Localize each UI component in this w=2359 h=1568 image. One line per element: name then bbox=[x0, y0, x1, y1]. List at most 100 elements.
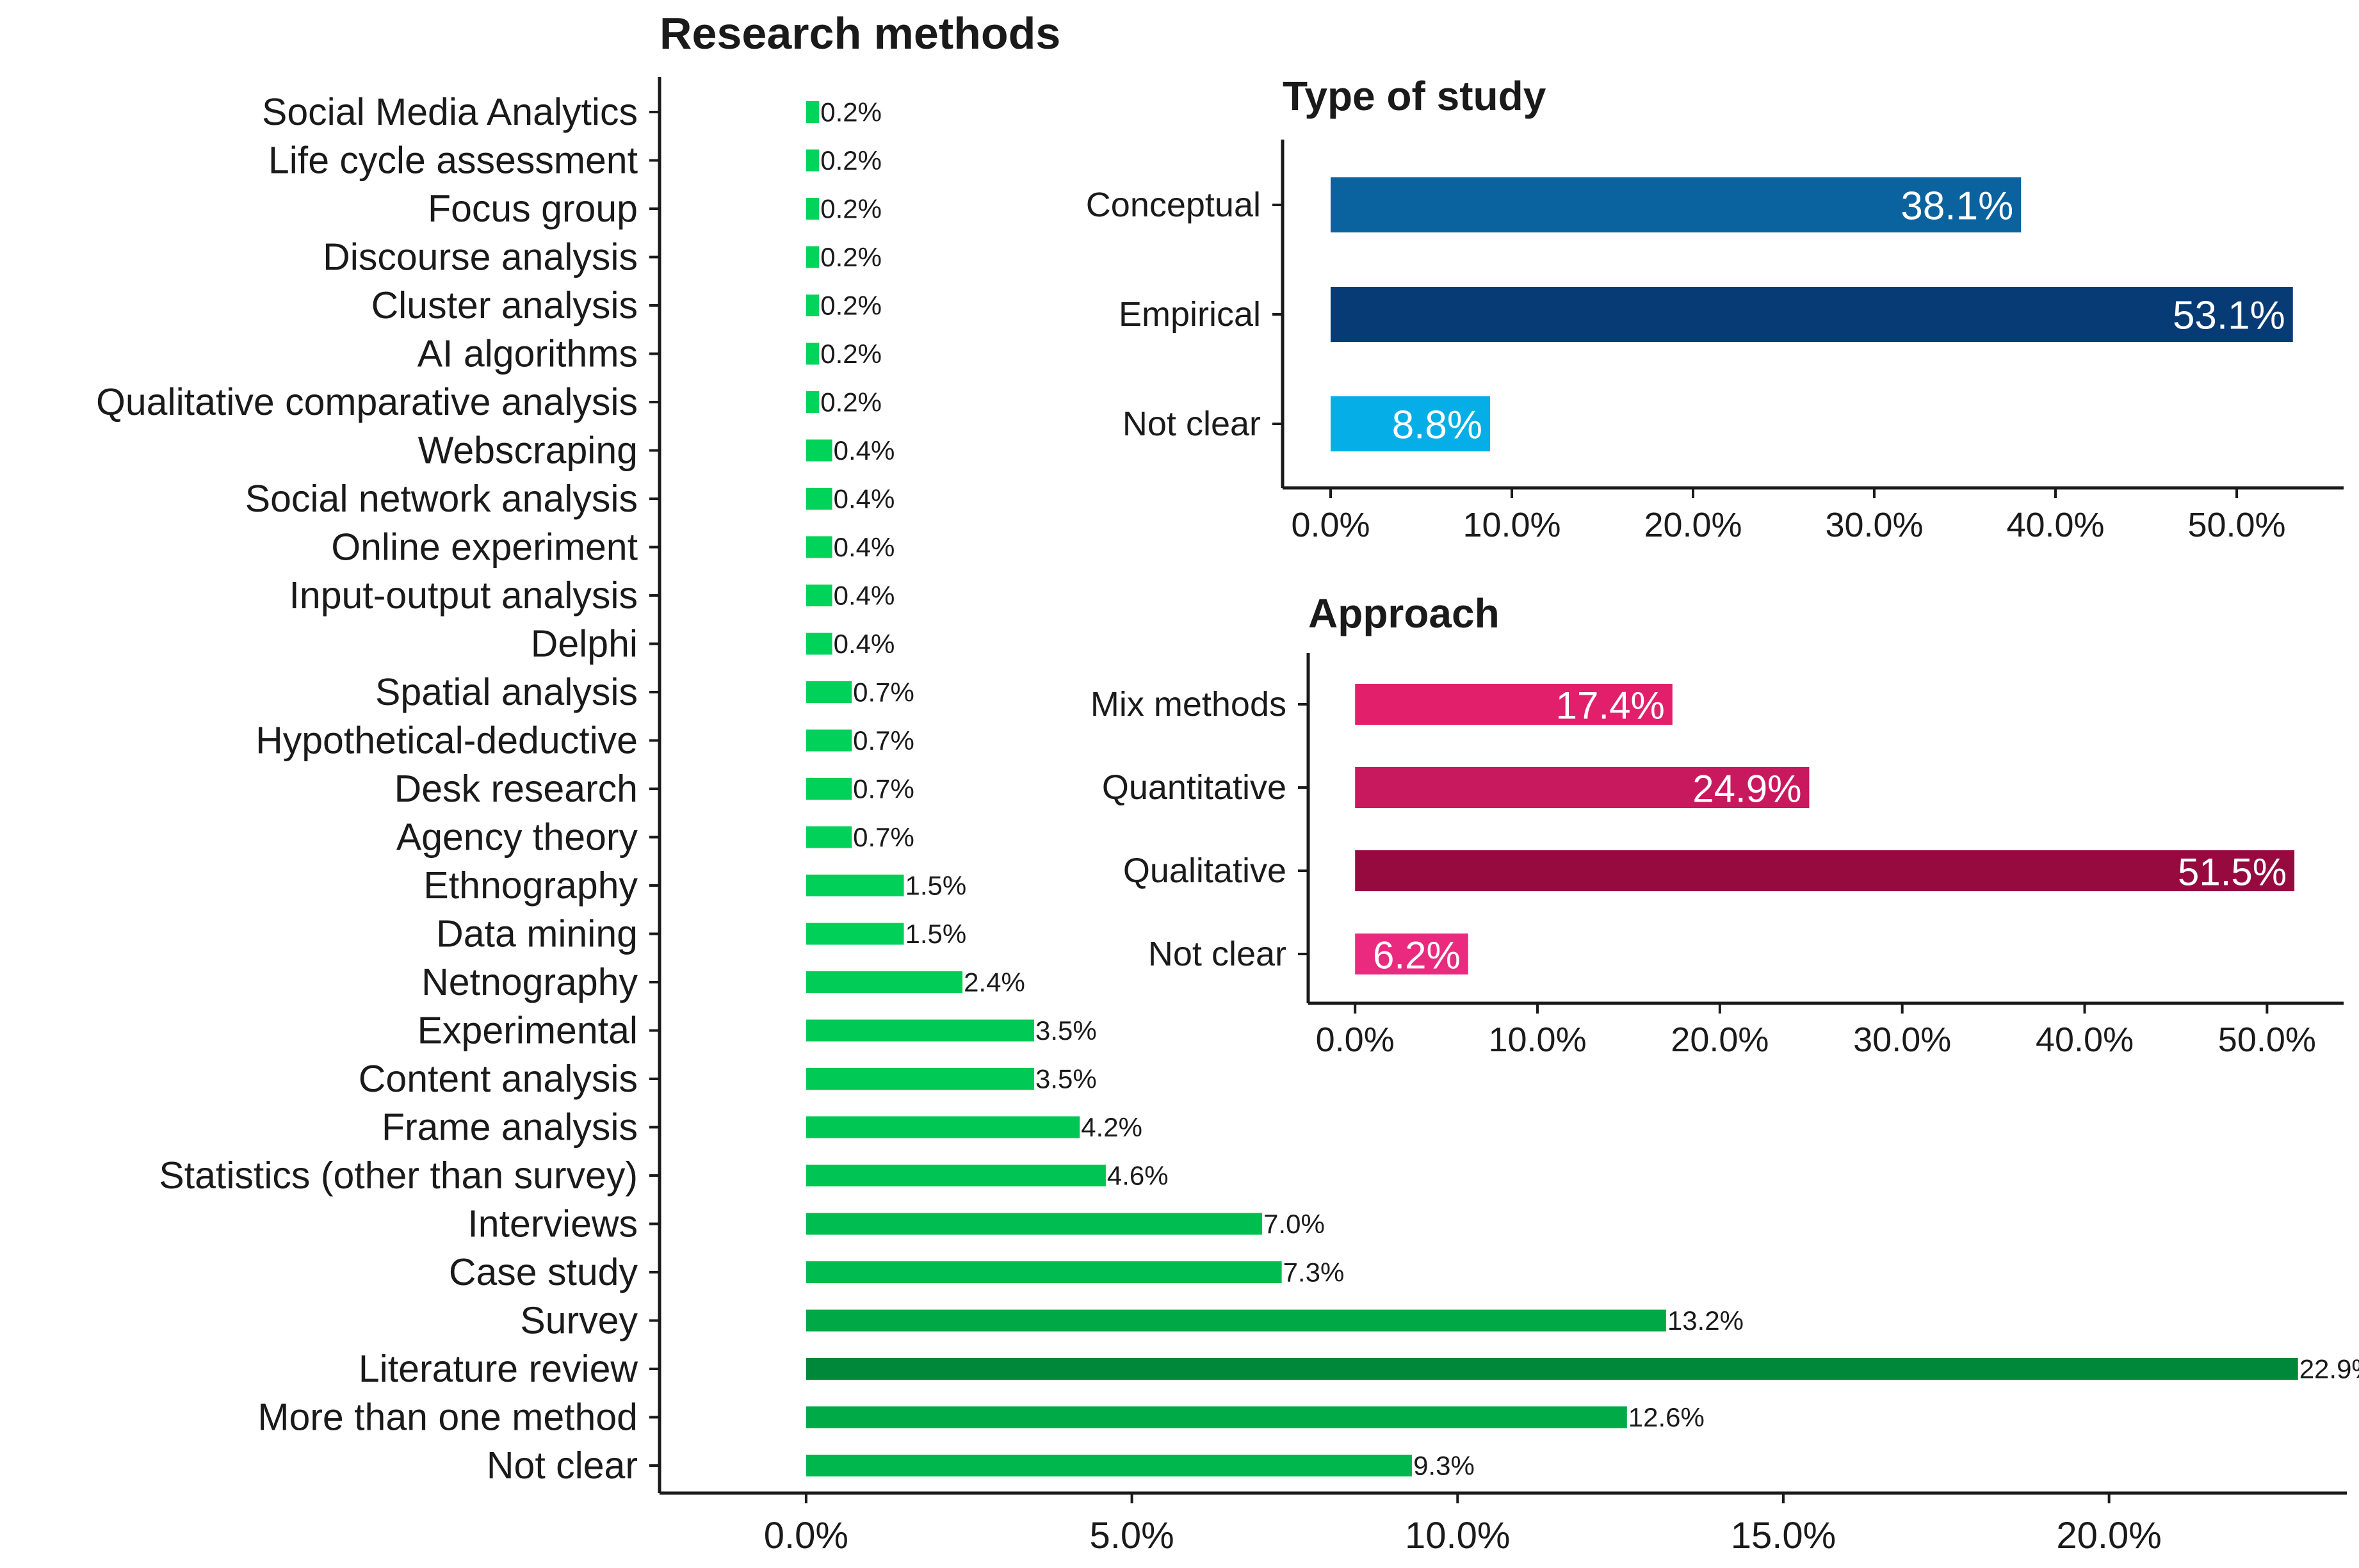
research-methods-bar-ai-algorithms bbox=[806, 343, 820, 365]
research-methods-data-label-ethnography: 1.5% bbox=[905, 871, 967, 901]
type-of-study-data-label-conceptual: 38.1% bbox=[1901, 184, 2013, 229]
research-methods-bar-frame-analysis bbox=[806, 1116, 1080, 1138]
research-methods-category-label-input-output-analysis: Input-output analysis bbox=[289, 574, 638, 617]
approach-panel: Approach 0.0% 10.0% 20.0% 30.0% 40.0% 50.0% Mix… bbox=[1090, 590, 2344, 1059]
research-methods-bar-desk-research bbox=[806, 778, 852, 800]
research-methods-category-label-cluster-analysis: Cluster analysis bbox=[371, 284, 638, 327]
research-methods-x-tick-label: 15.0% bbox=[1731, 1515, 1836, 1556]
research-methods-bar-literature-review bbox=[806, 1358, 2298, 1380]
research-methods-data-label-qualitative-comparative-analysis: 0.2% bbox=[820, 387, 882, 417]
research-methods-category-label-not-clear: Not clear bbox=[487, 1444, 638, 1487]
research-methods-category-label-survey: Survey bbox=[520, 1300, 638, 1342]
research-methods-bar-cluster-analysis bbox=[806, 295, 820, 316]
research-methods-category-label-ai-algorithms: AI algorithms bbox=[417, 333, 638, 375]
approach-data-label-qualitative: 51.5% bbox=[2178, 851, 2287, 894]
type-of-study-category-label-empirical: Empirical bbox=[1119, 295, 1261, 334]
research-methods-category-label-qualitative-comparative-analysis: Qualitative comparative analysis bbox=[96, 381, 638, 423]
approach-x-tick-label: 10.0% bbox=[1488, 1021, 1586, 1059]
research-methods-data-label-cluster-analysis: 0.2% bbox=[820, 291, 882, 321]
research-methods-x-tick-label: 0.0% bbox=[764, 1515, 848, 1556]
type-of-study-x-tick-label: 30.0% bbox=[1825, 506, 1923, 544]
approach-bar-quantitative bbox=[1355, 767, 1810, 808]
research-methods-data-label-spatial-analysis: 0.7% bbox=[853, 677, 914, 707]
research-methods-bar-case-study bbox=[806, 1261, 1282, 1283]
research-methods-data-label-experimental: 3.5% bbox=[1035, 1015, 1097, 1046]
research-methods-category-label-spatial-analysis: Spatial analysis bbox=[375, 671, 638, 713]
research-methods-data-label-discourse-analysis: 0.2% bbox=[820, 242, 882, 272]
research-methods-data-label-ai-algorithms: 0.2% bbox=[820, 339, 882, 369]
type-of-study-panel: Type of study 0.0% 10.0% 20.0% 30.0% 40.0% 50.… bbox=[1086, 73, 2344, 544]
research-methods-bar-online-experiment bbox=[806, 536, 832, 558]
research-methods-data-label-agency-theory: 0.7% bbox=[853, 822, 914, 852]
type-of-study-bar-empirical bbox=[1330, 287, 2293, 342]
type-of-study-bar-not-clear bbox=[1330, 396, 1491, 451]
research-methods-data-label-statistics-other-than-survey: 4.6% bbox=[1107, 1161, 1169, 1191]
research-methods-data-label-interviews: 7.0% bbox=[1263, 1209, 1325, 1239]
research-methods-data-label-frame-analysis: 4.2% bbox=[1081, 1112, 1142, 1142]
type-of-study-x-tick-label: 40.0% bbox=[2006, 506, 2104, 544]
approach-data-label-mix-methods: 17.4% bbox=[1556, 684, 1665, 727]
research-methods-x-tick-label: 10.0% bbox=[1405, 1515, 1510, 1556]
research-methods-x-tick-label: 20.0% bbox=[2056, 1515, 2161, 1556]
approach-category-label-qualitative: Qualitative bbox=[1123, 852, 1286, 890]
research-methods-bar-life-cycle-assessment bbox=[806, 149, 820, 172]
research-methods-bar-delphi bbox=[806, 633, 832, 655]
research-methods-category-label-literature-review: Literature review bbox=[359, 1348, 638, 1390]
approach-x-tick-label: 30.0% bbox=[1853, 1021, 1951, 1059]
approach-category-label-quantitative: Quantitative bbox=[1102, 768, 1286, 807]
research-methods-bar-netnography bbox=[806, 971, 963, 993]
research-methods-data-label-life-cycle-assessment: 0.2% bbox=[820, 145, 882, 175]
research-methods-bar-ethnography bbox=[806, 875, 904, 896]
research-methods-data-label-delphi: 0.4% bbox=[834, 629, 895, 659]
research-methods-data-label-desk-research: 0.7% bbox=[853, 774, 914, 804]
research-methods-bar-not-clear bbox=[806, 1455, 1413, 1476]
research-methods-data-label-data-mining: 1.5% bbox=[905, 919, 967, 949]
approach-x-tick-label: 50.0% bbox=[2218, 1021, 2316, 1059]
research-methods-data-label-survey: 13.2% bbox=[1667, 1305, 1744, 1336]
research-methods-title: Research methods bbox=[660, 8, 1060, 58]
type-of-study-x-tick-label: 10.0% bbox=[1463, 506, 1561, 544]
type-of-study-title: Type of study bbox=[1283, 73, 1546, 119]
research-methods-bar-discourse-analysis bbox=[806, 246, 820, 268]
research-methods-category-label-social-network-analysis: Social network analysis bbox=[245, 478, 638, 520]
research-methods-category-label-discourse-analysis: Discourse analysis bbox=[323, 236, 638, 279]
type-of-study-bar-conceptual bbox=[1330, 177, 2022, 232]
type-of-study-category-label-conceptual: Conceptual bbox=[1086, 186, 1261, 224]
research-methods-category-label-online-experiment: Online experiment bbox=[331, 526, 638, 569]
research-methods-category-label-case-study: Case study bbox=[449, 1251, 638, 1293]
type-of-study-x-tick-label: 20.0% bbox=[1644, 506, 1742, 544]
research-methods-bar-statistics-other-than-survey bbox=[806, 1165, 1106, 1186]
research-methods-bar-webscraping bbox=[806, 439, 832, 462]
research-methods-data-label-literature-review: 22.9% bbox=[2299, 1354, 2359, 1384]
research-methods-category-label-hypothetical-deductive: Hypothetical-deductive bbox=[255, 720, 638, 762]
approach-category-label-not-clear: Not clear bbox=[1148, 935, 1286, 973]
research-methods-data-label-content-analysis: 3.5% bbox=[1035, 1064, 1097, 1094]
research-methods-data-label-webscraping: 0.4% bbox=[834, 435, 895, 465]
type-of-study-x-tick-label: 0.0% bbox=[1291, 506, 1370, 544]
approach-bar-not-clear bbox=[1355, 934, 1468, 974]
research-methods-category-label-ethnography: Ethnography bbox=[423, 864, 638, 907]
research-methods-bar-spatial-analysis bbox=[806, 681, 852, 703]
research-methods-bar-data-mining bbox=[806, 923, 904, 945]
research-methods-category-label-desk-research: Desk research bbox=[394, 768, 638, 810]
type-of-study-data-label-not-clear: 8.8% bbox=[1392, 403, 1482, 448]
research-methods-category-label-webscraping: Webscraping bbox=[418, 430, 638, 472]
research-methods-bar-more-than-one-method bbox=[806, 1406, 1627, 1428]
research-methods-bar-content-analysis bbox=[806, 1068, 1034, 1090]
research-methods-category-label-social-media-analytics: Social Media Analytics bbox=[262, 91, 638, 133]
research-methods-data-label-case-study: 7.3% bbox=[1283, 1257, 1345, 1288]
research-methods-category-label-data-mining: Data mining bbox=[436, 913, 638, 955]
research-methods-category-label-netnography: Netnography bbox=[421, 961, 638, 1003]
research-methods-category-label-agency-theory: Agency theory bbox=[396, 816, 638, 859]
research-methods-category-label-more-than-one-method: More than one method bbox=[257, 1396, 638, 1439]
type-of-study-data-label-empirical: 53.1% bbox=[2173, 294, 2285, 338]
research-methods-data-label-social-network-analysis: 0.4% bbox=[834, 484, 895, 514]
research-methods-x-tick-label: 5.0% bbox=[1089, 1515, 1174, 1556]
research-methods-category-label-delphi: Delphi bbox=[531, 623, 638, 665]
research-methods-data-label-hypothetical-deductive: 0.7% bbox=[853, 725, 914, 756]
approach-x-tick-label: 40.0% bbox=[2036, 1021, 2134, 1059]
research-methods-bar-experimental bbox=[806, 1019, 1034, 1042]
research-methods-data-label-input-output-analysis: 0.4% bbox=[834, 581, 895, 611]
approach-title: Approach bbox=[1308, 590, 1500, 636]
